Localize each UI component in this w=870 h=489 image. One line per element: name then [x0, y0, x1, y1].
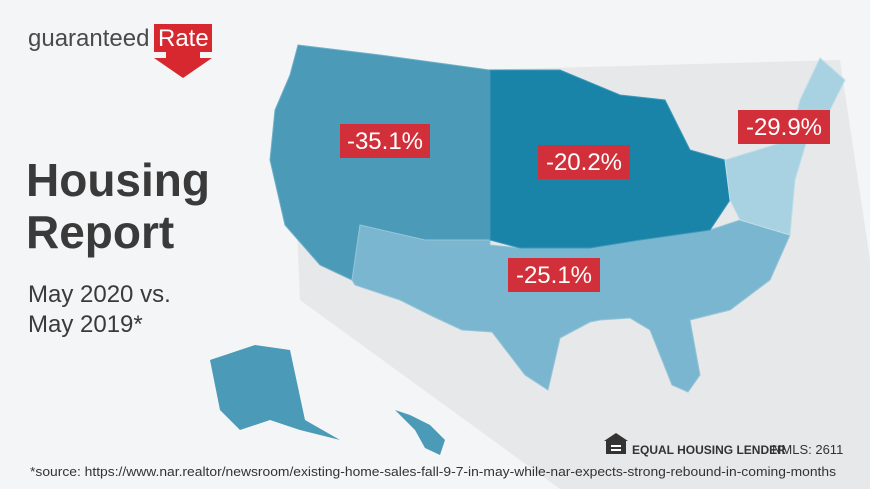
lender-text: EQUAL HOUSING LENDER — [632, 443, 786, 457]
title-line: Housing — [26, 154, 210, 206]
label-box — [508, 258, 600, 292]
logo-brand-highlight: Rate — [158, 25, 209, 52]
region-label: -35.1% — [347, 128, 423, 155]
equal-housing-icon — [604, 433, 628, 454]
alaska — [210, 345, 340, 440]
region-label: -29.9% — [746, 114, 822, 141]
logo-box — [154, 24, 212, 52]
hawaii — [395, 410, 445, 455]
label-box — [538, 145, 630, 179]
title-line: Report — [26, 206, 174, 258]
nmls-text: NMLS: 2611 — [772, 442, 843, 457]
logo-brand: guaranteed — [28, 25, 149, 52]
source-text: *source: https://www.nar.realtor/newsroo… — [30, 464, 837, 479]
region-label: -25.1% — [516, 262, 592, 289]
label-box — [340, 124, 430, 158]
subtitle-line: May 2019* — [28, 311, 143, 338]
label-box — [738, 110, 830, 144]
subtitle-line: May 2020 vs. — [28, 281, 171, 308]
logo-arrow — [154, 52, 212, 78]
region-label: -20.2% — [546, 149, 622, 176]
